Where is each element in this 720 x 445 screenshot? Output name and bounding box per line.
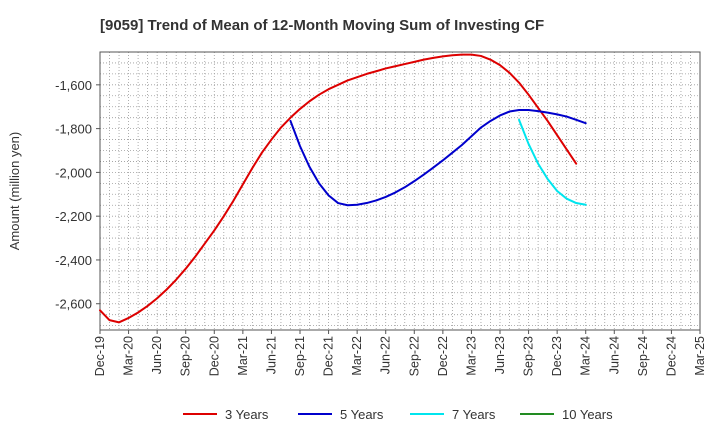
x-tick-label: Jun-20 [150,336,164,374]
legend-label: 7 Years [452,407,496,422]
y-tick-label: -2,000 [55,165,92,180]
legend: 3 Years 5 Years 7 Years 10 Years [183,407,613,422]
x-tick-label: Jun-23 [493,336,507,374]
y-tick-label: -2,200 [55,209,92,224]
grid [100,51,700,330]
x-axis: Dec-19 Mar-20 Jun-20 Sep-20 Dec-20 Mar-21 Jun-… [93,330,707,376]
x-tick-label: Jun-24 [607,336,621,374]
chart-title: [9059] Trend of Mean of 12-Month Moving … [100,17,544,34]
series-layer [99,53,587,324]
y-axis: -2,600 -2,400 -2,200 -2,000 -1,800 -1,600 [55,78,100,312]
series-line-5-years [289,109,587,207]
legend-label: 5 Years [340,407,384,422]
plot-area [99,51,701,331]
x-tick-label: Jun-21 [264,336,278,374]
x-tick-label: Mar-23 [464,336,478,376]
x-tick-label: Mar-25 [693,336,707,376]
y-tick-label: -1,800 [55,122,92,137]
y-tick-label: -1,600 [55,78,92,93]
y-tick-label: -2,600 [55,297,92,312]
x-tick-label: Dec-23 [550,336,564,376]
y-tick-label: -2,400 [55,253,92,268]
x-tick-label: Mar-20 [122,336,136,376]
legend-label: 10 Years [562,407,613,422]
y-axis-label: Amount (million yen) [7,132,22,251]
x-tick-label: Sep-20 [179,336,193,376]
x-tick-label: Mar-21 [236,336,250,376]
x-tick-label: Sep-21 [293,336,307,376]
x-tick-label: Dec-20 [207,336,221,376]
x-tick-label: Sep-23 [522,336,536,376]
x-tick-label: Sep-24 [636,336,650,376]
x-tick-label: Mar-22 [350,336,364,376]
series-line-7-years [518,118,587,206]
x-tick-label: Dec-22 [436,336,450,376]
legend-label: 3 Years [225,407,269,422]
x-tick-label: Dec-21 [322,336,336,376]
series-line-3-years [99,53,578,324]
x-tick-label: Dec-24 [664,336,678,376]
x-tick-label: Dec-19 [93,336,107,376]
x-tick-label: Jun-22 [379,336,393,374]
x-tick-label: Mar-24 [579,336,593,376]
x-tick-label: Sep-22 [407,336,421,376]
